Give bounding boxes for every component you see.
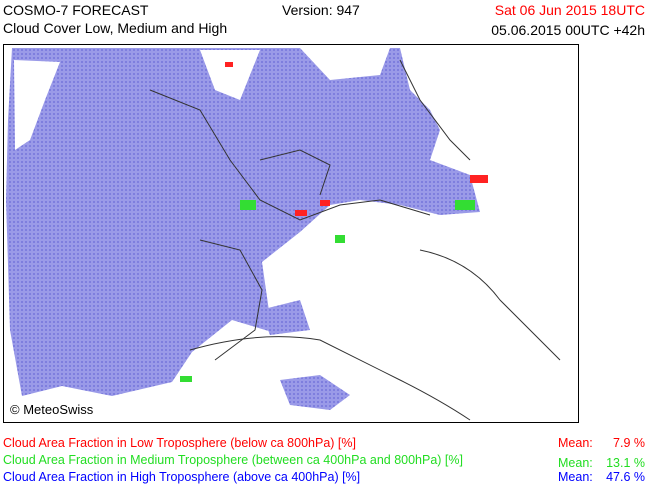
legend-label: Cloud Area Fraction in Medium Tropospher… — [3, 453, 463, 467]
legend-label: Cloud Area Fraction in Low Troposphere (… — [3, 436, 356, 450]
run-time: 05.06.2015 00UTC +42h — [491, 22, 645, 38]
mean-label: Mean: — [558, 456, 593, 470]
mean-label: Mean: — [558, 436, 593, 450]
mean-value: 47.6 % — [606, 470, 645, 484]
low-cloud — [225, 62, 488, 216]
map-frame — [3, 44, 579, 423]
credit: © MeteoSwiss — [10, 402, 94, 417]
medium-cloud — [180, 200, 475, 382]
title: COSMO-7 FORECAST — [3, 2, 149, 18]
subtitle: Cloud Cover Low, Medium and High — [3, 20, 228, 36]
mean-label: Mean: — [558, 470, 593, 484]
borders — [149, 59, 561, 421]
mean-value: 13.1 % — [606, 456, 645, 470]
cloud-areas — [6, 48, 480, 410]
mean-value: 7.9 % — [613, 436, 645, 450]
valid-time: Sat 06 Jun 2015 18UTC — [494, 2, 645, 18]
version: Version: 947 — [282, 2, 360, 18]
legend-label: Cloud Area Fraction in High Troposphere … — [3, 470, 361, 484]
